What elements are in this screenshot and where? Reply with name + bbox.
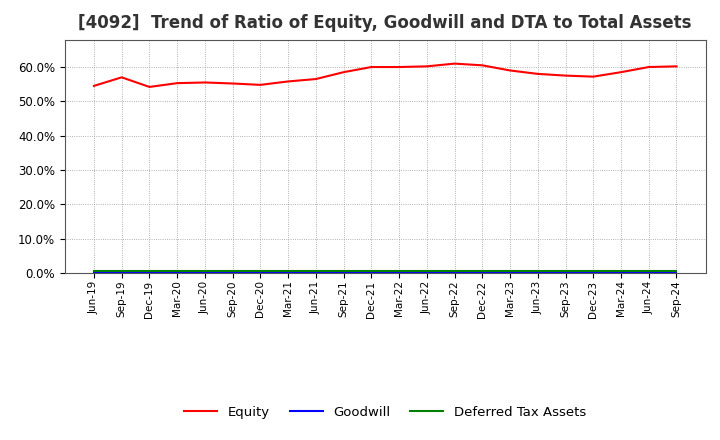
- Equity: [173, 81, 181, 86]
- Equity: [423, 64, 431, 69]
- Equity: [367, 64, 376, 70]
- Line: Equity: Equity: [94, 64, 677, 87]
- Deferred Tax Assets: [256, 268, 265, 274]
- Goodwill: [228, 270, 237, 275]
- Goodwill: [450, 270, 459, 275]
- Equity: [339, 70, 348, 75]
- Goodwill: [561, 270, 570, 275]
- Equity: [450, 61, 459, 66]
- Deferred Tax Assets: [423, 268, 431, 274]
- Goodwill: [117, 270, 126, 275]
- Legend: Equity, Goodwill, Deferred Tax Assets: Equity, Goodwill, Deferred Tax Assets: [179, 401, 591, 424]
- Deferred Tax Assets: [616, 268, 625, 274]
- Goodwill: [616, 270, 625, 275]
- Deferred Tax Assets: [672, 268, 681, 274]
- Deferred Tax Assets: [367, 268, 376, 274]
- Deferred Tax Assets: [145, 268, 154, 274]
- Equity: [89, 83, 98, 88]
- Deferred Tax Assets: [534, 268, 542, 274]
- Goodwill: [256, 270, 265, 275]
- Deferred Tax Assets: [89, 268, 98, 274]
- Goodwill: [644, 270, 653, 275]
- Title: [4092]  Trend of Ratio of Equity, Goodwill and DTA to Total Assets: [4092] Trend of Ratio of Equity, Goodwil…: [78, 15, 692, 33]
- Deferred Tax Assets: [395, 268, 403, 274]
- Equity: [395, 64, 403, 70]
- Deferred Tax Assets: [644, 268, 653, 274]
- Equity: [117, 75, 126, 80]
- Goodwill: [478, 270, 487, 275]
- Equity: [312, 77, 320, 82]
- Deferred Tax Assets: [339, 268, 348, 274]
- Equity: [201, 80, 210, 85]
- Goodwill: [145, 270, 154, 275]
- Equity: [589, 74, 598, 79]
- Equity: [478, 62, 487, 68]
- Goodwill: [423, 270, 431, 275]
- Equity: [505, 68, 514, 73]
- Goodwill: [672, 270, 681, 275]
- Goodwill: [312, 270, 320, 275]
- Equity: [616, 70, 625, 75]
- Equity: [228, 81, 237, 86]
- Goodwill: [339, 270, 348, 275]
- Equity: [256, 82, 265, 88]
- Goodwill: [173, 270, 181, 275]
- Deferred Tax Assets: [450, 268, 459, 274]
- Deferred Tax Assets: [561, 268, 570, 274]
- Goodwill: [201, 270, 210, 275]
- Goodwill: [367, 270, 376, 275]
- Deferred Tax Assets: [117, 268, 126, 274]
- Deferred Tax Assets: [505, 268, 514, 274]
- Goodwill: [505, 270, 514, 275]
- Equity: [534, 71, 542, 77]
- Goodwill: [534, 270, 542, 275]
- Deferred Tax Assets: [201, 268, 210, 274]
- Deferred Tax Assets: [589, 268, 598, 274]
- Equity: [561, 73, 570, 78]
- Deferred Tax Assets: [478, 268, 487, 274]
- Deferred Tax Assets: [228, 268, 237, 274]
- Goodwill: [284, 270, 292, 275]
- Equity: [284, 79, 292, 84]
- Goodwill: [589, 270, 598, 275]
- Goodwill: [89, 270, 98, 275]
- Goodwill: [395, 270, 403, 275]
- Deferred Tax Assets: [173, 268, 181, 274]
- Deferred Tax Assets: [284, 268, 292, 274]
- Deferred Tax Assets: [312, 268, 320, 274]
- Equity: [672, 64, 681, 69]
- Equity: [644, 64, 653, 70]
- Equity: [145, 84, 154, 90]
